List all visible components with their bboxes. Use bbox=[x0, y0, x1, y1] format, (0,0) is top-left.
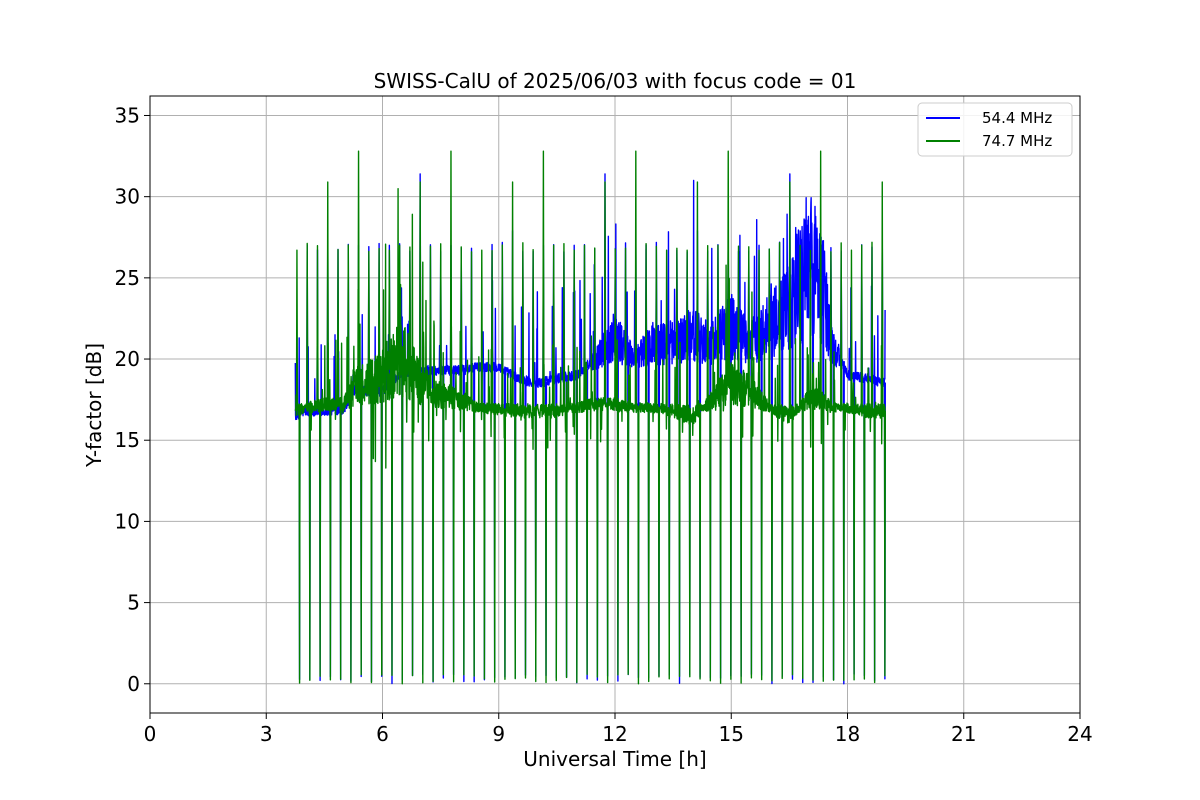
x-axis: 0 3 6 9 12 15 18 21 24 bbox=[144, 713, 1093, 746]
legend-label-74mhz: 74.7 MHz bbox=[982, 132, 1052, 150]
y-tick-label: 20 bbox=[115, 347, 140, 371]
x-tick-label: 0 bbox=[144, 722, 157, 746]
legend-label-54mhz: 54.4 MHz bbox=[982, 109, 1052, 127]
y-tick-label: 0 bbox=[127, 672, 140, 696]
y-tick-label: 35 bbox=[115, 103, 140, 127]
y-tick-label: 10 bbox=[115, 509, 140, 533]
y-axis-label: Y-factor [dB] bbox=[82, 343, 106, 468]
x-tick-label: 24 bbox=[1067, 722, 1092, 746]
y-tick-label: 30 bbox=[115, 185, 140, 209]
y-axis: 0 5 10 15 20 25 30 35 bbox=[115, 103, 150, 696]
plot-area bbox=[294, 150, 886, 685]
x-axis-label: Universal Time [h] bbox=[523, 747, 706, 771]
x-tick-label: 9 bbox=[492, 722, 505, 746]
chart-title: SWISS-CalU of 2025/06/03 with focus code… bbox=[374, 69, 857, 93]
legend-box bbox=[917, 102, 1073, 157]
x-tick-label: 12 bbox=[602, 722, 627, 746]
x-tick-label: 3 bbox=[260, 722, 273, 746]
series-layer bbox=[294, 150, 886, 685]
y-tick-label: 15 bbox=[115, 428, 140, 452]
legend: 54.4 MHz 74.7 MHz bbox=[917, 102, 1073, 157]
y-tick-label: 5 bbox=[127, 591, 140, 615]
x-tick-label: 15 bbox=[719, 722, 744, 746]
x-tick-label: 21 bbox=[951, 722, 976, 746]
x-tick-label: 18 bbox=[835, 722, 860, 746]
x-tick-label: 6 bbox=[376, 722, 389, 746]
series-line-74mhz bbox=[294, 150, 886, 685]
y-tick-label: 25 bbox=[115, 266, 140, 290]
